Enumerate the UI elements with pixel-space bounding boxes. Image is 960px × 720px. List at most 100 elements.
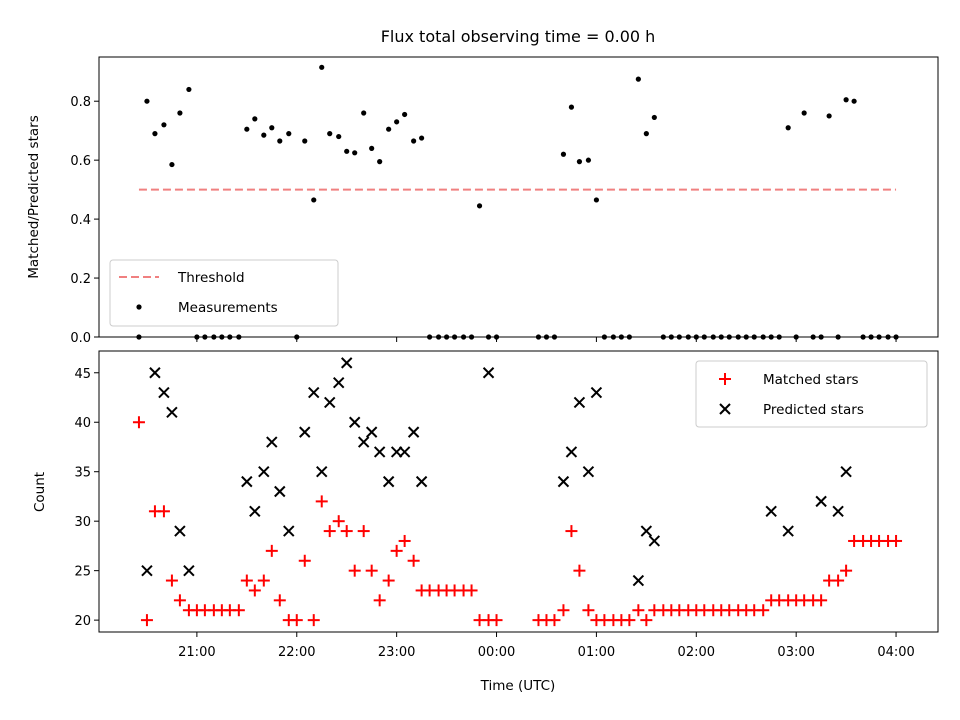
measurement-point	[560, 151, 567, 157]
measurement-point	[419, 135, 425, 141]
y-tick-label: 0.0	[70, 331, 91, 346]
predicted-star-point	[590, 386, 603, 399]
predicted-star-point	[415, 475, 428, 488]
legend-predicted-label: Predicted stars	[763, 402, 864, 418]
matched-star-point	[548, 614, 561, 627]
matched-star-point	[232, 604, 245, 617]
matched-star-point	[140, 614, 153, 627]
matched-star-point	[582, 604, 595, 617]
predicted-star-point	[407, 426, 420, 438]
legend-matched-label: Matched stars	[763, 372, 859, 388]
matched-star-point	[173, 594, 186, 607]
matched-star-point	[407, 554, 420, 567]
predicted-star-point	[782, 525, 794, 537]
measurement-point	[336, 133, 342, 140]
predicted-star-point	[815, 495, 827, 508]
x-tick-label: 02:00	[678, 645, 715, 660]
count-subplot: Count Time (UTC) 20 25 30 35 40 45 21:00 22:00…	[32, 350, 939, 694]
matched-star-point	[490, 614, 503, 627]
predicted-star-point	[141, 564, 153, 577]
measurement-point	[177, 110, 183, 116]
matched-star-point	[640, 614, 653, 627]
predicted-star-point	[283, 525, 295, 537]
y-tick-label: 0.6	[70, 154, 91, 169]
matched-star-point	[315, 495, 328, 508]
matched-star-point	[340, 525, 353, 538]
predicted-stars-points	[141, 357, 852, 587]
measurement-point	[568, 104, 575, 110]
matched-star-point	[273, 594, 286, 607]
predicted-star-point	[174, 525, 186, 537]
measurement-point	[411, 138, 417, 144]
measurement-point	[252, 116, 258, 122]
measurement-point	[369, 145, 375, 151]
legend-count: Matched stars Predicted stars	[695, 360, 928, 428]
predicted-star-point	[648, 535, 661, 547]
measurement-point	[576, 159, 583, 165]
matched-star-point	[890, 534, 903, 547]
predicted-star-point	[324, 396, 336, 409]
predicted-star-point	[299, 426, 311, 438]
legend-measurements-swatch	[136, 304, 142, 310]
matched-star-point	[157, 505, 170, 518]
y-tick-label: 20	[74, 614, 91, 629]
matched-stars-points	[132, 416, 903, 627]
y-tick-label: 0.8	[70, 95, 91, 110]
y-tick-label: 30	[74, 515, 91, 530]
predicted-star-point	[557, 475, 570, 488]
measurement-point	[286, 131, 292, 137]
measurement-point	[344, 148, 350, 154]
matched-star-point	[398, 534, 411, 547]
measurement-point	[386, 126, 392, 132]
predicted-star-point	[316, 466, 328, 478]
measurement-point	[593, 197, 600, 203]
matched-star-point	[632, 604, 645, 617]
y-tick-label: 25	[74, 565, 91, 580]
measurement-point	[801, 110, 807, 116]
predicted-star-point	[266, 436, 278, 448]
matched-star-point	[390, 544, 403, 557]
matched-star-point	[832, 574, 845, 587]
measurement-point	[402, 111, 408, 118]
y-ticks-count: 20 25 30 35 40 45	[74, 367, 99, 629]
measurement-point	[785, 125, 791, 131]
measurement-point	[394, 119, 400, 125]
predicted-star-point	[308, 386, 320, 399]
y-axis-label-count: Count	[32, 472, 48, 512]
x-tick-label: 00:00	[478, 645, 515, 660]
measurement-point	[311, 197, 317, 203]
y-tick-label: 0.4	[70, 213, 91, 228]
measurement-point	[635, 76, 641, 82]
measurement-point	[319, 64, 325, 70]
predicted-star-point	[333, 376, 345, 389]
matched-star-point	[573, 564, 586, 577]
predicted-star-point	[149, 367, 161, 379]
predicted-star-point	[398, 446, 411, 458]
measurement-point	[302, 138, 308, 144]
matched-star-point	[348, 564, 361, 577]
measurement-point	[186, 86, 192, 93]
matched-star-point	[815, 594, 828, 607]
x-ticks-count: 21:00 22:00 23:00 00:00 01:00 02:00 03:00 04:00	[178, 632, 915, 660]
predicted-star-point	[241, 475, 253, 488]
x-tick-label: 23:00	[378, 645, 415, 660]
matched-star-point	[365, 564, 378, 577]
predicted-star-point	[482, 367, 495, 379]
matched-star-point	[357, 525, 370, 538]
measurement-point	[651, 114, 657, 121]
matched-star-point	[373, 594, 386, 607]
matched-star-point	[323, 525, 336, 538]
ratio-subplot: Flux total observing time = 0.00 h Match…	[26, 27, 939, 346]
predicted-star-point	[348, 416, 361, 428]
legend-measurements-label: Measurements	[178, 300, 278, 316]
x-axis-label-time: Time (UTC)	[480, 678, 556, 694]
predicted-star-point	[166, 406, 178, 419]
matched-star-point	[623, 614, 636, 627]
x-tick-label: 01:00	[578, 645, 615, 660]
matched-star-point	[248, 584, 261, 597]
matched-star-point	[257, 574, 270, 587]
predicted-star-point	[183, 564, 195, 577]
matched-star-point	[240, 574, 253, 587]
predicted-star-point	[832, 505, 844, 517]
